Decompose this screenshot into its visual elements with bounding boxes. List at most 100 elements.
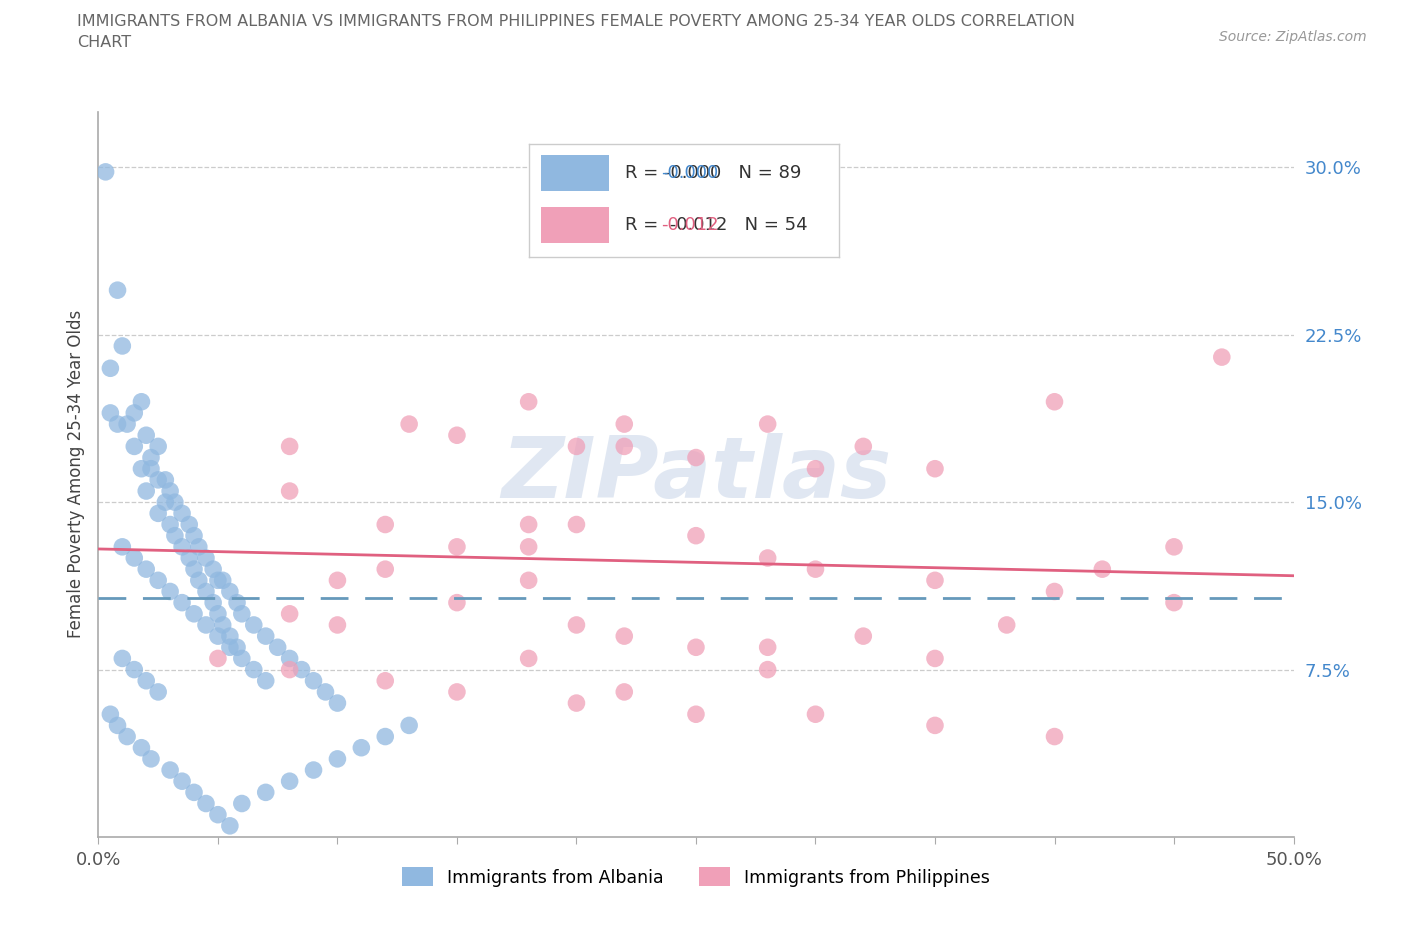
Point [226, 640, 249, 655]
Point [613, 629, 636, 644]
Point [517, 539, 540, 554]
Point [124, 405, 146, 420]
Point [398, 718, 420, 733]
Point [756, 640, 779, 655]
Point [446, 428, 468, 443]
Point [155, 472, 177, 487]
Point [172, 595, 194, 610]
Point [98, 405, 122, 420]
Point [98, 361, 122, 376]
Point [131, 740, 153, 755]
Point [1091, 562, 1114, 577]
Point [135, 673, 157, 688]
Point [685, 707, 707, 722]
Point [613, 439, 636, 454]
Point [159, 763, 181, 777]
Point [115, 729, 138, 744]
Point [219, 584, 242, 599]
Point [756, 662, 779, 677]
Point [183, 562, 205, 577]
Point [924, 718, 946, 733]
Point [195, 618, 218, 632]
Point [302, 673, 325, 688]
Point [685, 528, 707, 543]
Point [804, 562, 827, 577]
Point [398, 417, 420, 432]
Point [183, 606, 205, 621]
Point [1043, 584, 1066, 599]
Point [148, 439, 170, 454]
Point [124, 662, 146, 677]
Point [565, 618, 588, 632]
Point [291, 662, 314, 677]
Point [733, 238, 755, 253]
Point [226, 595, 249, 610]
Point [159, 484, 181, 498]
Point [613, 684, 636, 699]
Point [135, 428, 157, 443]
Point [202, 595, 225, 610]
Point [98, 707, 122, 722]
Point [315, 684, 337, 699]
Point [924, 573, 946, 588]
Point [278, 651, 301, 666]
Point [139, 450, 162, 465]
Point [1043, 729, 1066, 744]
Point [326, 618, 349, 632]
Point [139, 751, 162, 766]
Point [155, 495, 177, 510]
Point [148, 573, 170, 588]
Point [231, 606, 253, 621]
Point [107, 283, 129, 298]
Point [219, 640, 242, 655]
Point [446, 595, 468, 610]
Point [302, 763, 325, 777]
Text: IMMIGRANTS FROM ALBANIA VS IMMIGRANTS FROM PHILIPPINES FEMALE POVERTY AMONG 25-3: IMMIGRANTS FROM ALBANIA VS IMMIGRANTS FR… [77, 14, 1076, 29]
Point [995, 618, 1018, 632]
Point [159, 584, 181, 599]
Point [517, 394, 540, 409]
Point [326, 696, 349, 711]
Point [111, 539, 134, 554]
Point [148, 506, 170, 521]
Point [756, 417, 779, 432]
Point [804, 707, 827, 722]
Point [685, 640, 707, 655]
Point [111, 651, 134, 666]
Point [254, 785, 277, 800]
Point [183, 528, 205, 543]
Text: ZIPatlas: ZIPatlas [501, 432, 891, 516]
Point [565, 696, 588, 711]
Point [207, 807, 229, 822]
Point [94, 165, 117, 179]
Point [131, 461, 153, 476]
Point [207, 629, 229, 644]
Point [852, 629, 875, 644]
Point [231, 796, 253, 811]
Point [124, 551, 146, 565]
Point [195, 584, 218, 599]
Point [756, 551, 779, 565]
Point [107, 417, 129, 432]
Point [278, 484, 301, 498]
Point [124, 439, 146, 454]
Point [187, 539, 209, 554]
Point [107, 718, 129, 733]
Point [172, 539, 194, 554]
Point [924, 461, 946, 476]
Point [278, 662, 301, 677]
Point [148, 472, 170, 487]
Point [852, 439, 875, 454]
Point [924, 651, 946, 666]
Point [254, 673, 277, 688]
Point [613, 417, 636, 432]
Point [517, 573, 540, 588]
Point [219, 818, 242, 833]
Point [446, 539, 468, 554]
Point [187, 573, 209, 588]
Point [1163, 539, 1185, 554]
Point [374, 673, 396, 688]
Point [139, 461, 162, 476]
Point [517, 651, 540, 666]
Point [243, 618, 266, 632]
